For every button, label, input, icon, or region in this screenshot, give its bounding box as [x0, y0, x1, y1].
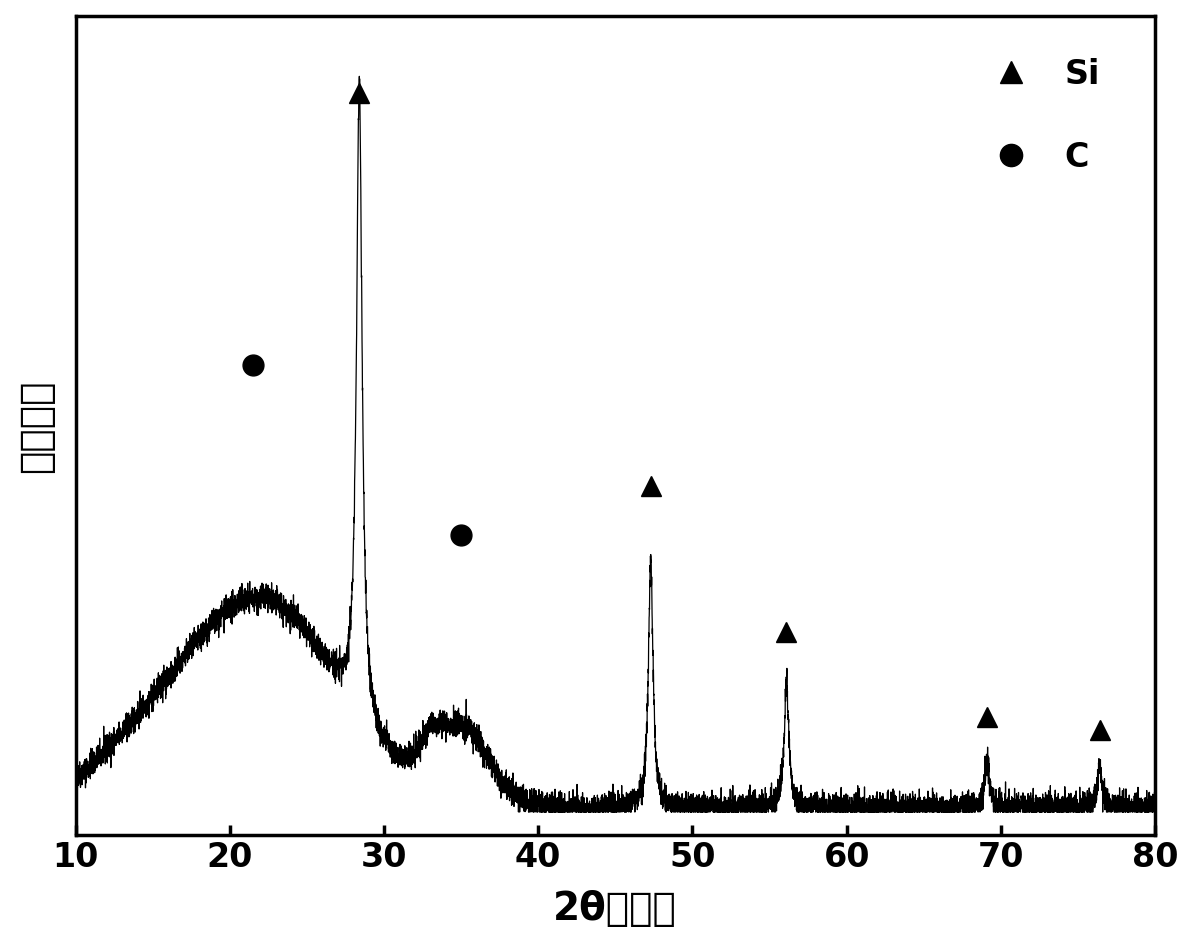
Legend: Si, C: Si, C	[962, 42, 1117, 191]
Y-axis label: 相对强度: 相对强度	[17, 379, 55, 473]
X-axis label: 2θ（度）: 2θ（度）	[553, 889, 678, 927]
